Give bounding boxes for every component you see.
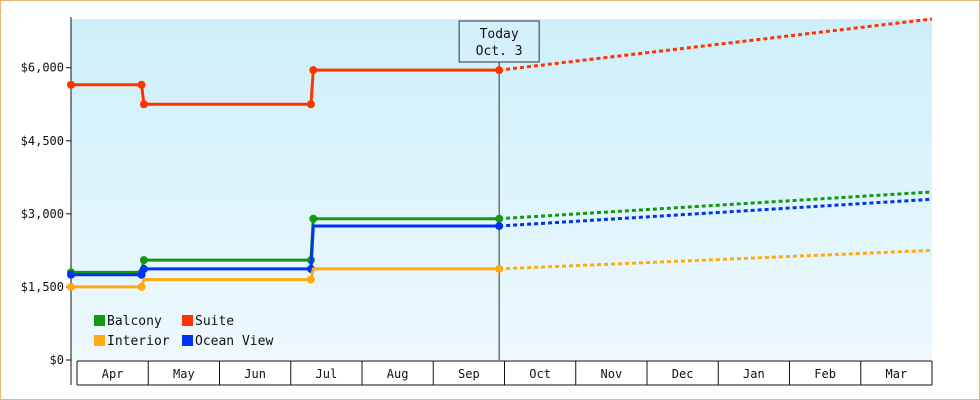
x-tick-label: Apr <box>102 367 124 381</box>
x-tick-label: Mar <box>886 367 908 381</box>
data-point <box>309 214 318 223</box>
x-tick-label: Feb <box>814 367 836 381</box>
series-interior <box>67 248 933 291</box>
legend-swatch <box>182 315 193 326</box>
data-point <box>67 80 75 89</box>
today-marker-box <box>458 20 540 63</box>
data-point <box>306 100 315 109</box>
data-point <box>137 282 146 291</box>
y-tick-label: $3,000 <box>21 207 64 221</box>
series-projection <box>498 17 933 72</box>
x-tick-label: Dec <box>672 367 694 381</box>
x-tick-label: Jun <box>244 367 266 381</box>
legend-swatch <box>94 315 105 326</box>
legend-swatch <box>182 335 193 346</box>
series-line <box>71 267 500 289</box>
x-tick-label: Oct <box>529 367 551 381</box>
legend-label: Balcony <box>107 314 162 329</box>
data-point <box>139 256 148 265</box>
x-tick-label: Nov <box>601 367 623 381</box>
legend-label: Interior <box>107 334 170 349</box>
x-tick-label: Jul <box>316 367 338 381</box>
data-point <box>495 264 504 273</box>
series-suite <box>67 17 933 109</box>
series-projection <box>499 190 933 221</box>
series-line <box>71 68 500 106</box>
data-point <box>67 270 75 279</box>
x-tick-label: Sep <box>458 367 480 381</box>
today-marker-date: Oct. 3 <box>476 44 523 59</box>
data-point <box>137 80 146 89</box>
legend-label: Suite <box>195 314 234 329</box>
today-marker-label: Today <box>480 27 519 42</box>
data-point <box>139 264 148 273</box>
series-projection <box>499 197 933 228</box>
data-point <box>495 222 504 231</box>
x-tick-label: Jan <box>743 367 765 381</box>
y-tick-label: $6,000 <box>21 61 64 75</box>
data-point <box>67 282 75 291</box>
plot-area <box>71 19 932 360</box>
data-point <box>309 66 318 75</box>
x-tick-label: May <box>173 367 195 381</box>
x-tick-label: Aug <box>387 367 409 381</box>
series-line <box>71 217 500 274</box>
data-point <box>306 275 315 284</box>
y-tick-label: $0 <box>50 353 64 367</box>
data-point <box>495 66 504 75</box>
series-projection <box>499 248 933 271</box>
y-tick-label: $1,500 <box>21 280 64 294</box>
legend-swatch <box>94 335 105 346</box>
data-point <box>495 214 504 223</box>
data-point <box>139 100 148 109</box>
series-line <box>71 224 500 277</box>
y-tick-label: $4,500 <box>21 134 64 148</box>
legend-label: Ocean View <box>195 334 273 349</box>
